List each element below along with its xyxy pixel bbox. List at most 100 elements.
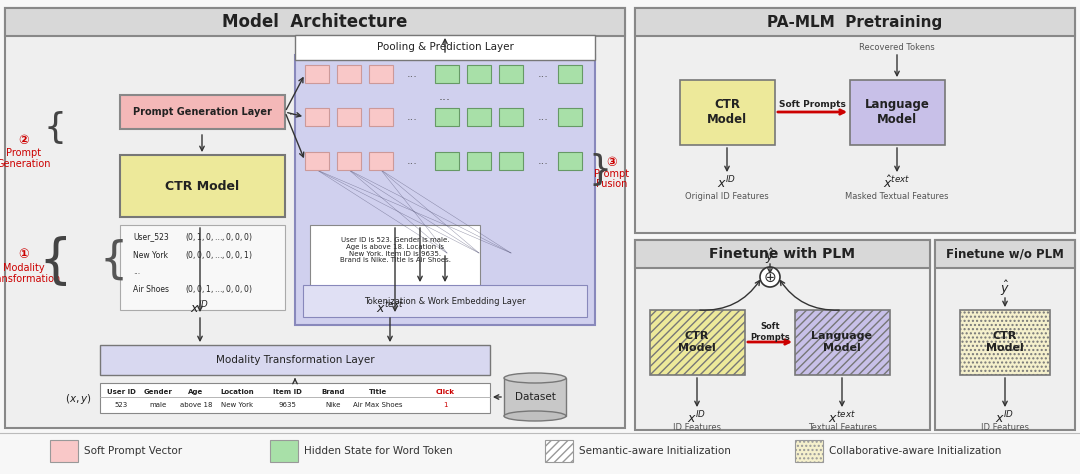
Bar bbox=[795, 310, 890, 375]
Bar bbox=[305, 65, 329, 83]
Text: {: { bbox=[38, 236, 71, 288]
Text: User ID is 523. Gender is male.
Age is above 18. Location is
New York. Item ID i: User ID is 523. Gender is male. Age is a… bbox=[339, 237, 450, 264]
Text: ...: ... bbox=[538, 156, 549, 166]
Bar bbox=[850, 80, 945, 145]
Text: $(x, y)$: $(x, y)$ bbox=[65, 392, 92, 406]
Text: }: } bbox=[589, 153, 611, 187]
Text: Item ID: Item ID bbox=[272, 389, 301, 395]
Text: CTR
Model: CTR Model bbox=[707, 98, 747, 126]
Bar bbox=[499, 108, 523, 126]
Text: ...: ... bbox=[406, 156, 418, 166]
Text: Soft Prompt Vector: Soft Prompt Vector bbox=[84, 446, 183, 456]
Text: ③: ③ bbox=[607, 155, 618, 168]
Text: $x^{ID}$: $x^{ID}$ bbox=[190, 300, 210, 316]
Circle shape bbox=[760, 267, 780, 287]
Bar bbox=[435, 108, 459, 126]
Bar bbox=[5, 8, 625, 36]
Text: ...: ... bbox=[288, 107, 299, 117]
Bar bbox=[935, 240, 1075, 268]
Text: $\hat{y}$: $\hat{y}$ bbox=[1000, 278, 1010, 298]
Text: Finetune w/o PLM: Finetune w/o PLM bbox=[946, 247, 1064, 261]
Bar bbox=[337, 152, 361, 170]
Text: Title: Title bbox=[369, 389, 387, 395]
Text: Dataset: Dataset bbox=[514, 392, 555, 402]
Text: ...: ... bbox=[438, 90, 451, 102]
Text: $\hat{y}$: $\hat{y}$ bbox=[765, 246, 775, 265]
Bar bbox=[435, 65, 459, 83]
Text: $\hat{x}^{text}$: $\hat{x}^{text}$ bbox=[883, 175, 910, 191]
Bar bbox=[270, 440, 298, 462]
Text: CTR Model: CTR Model bbox=[165, 180, 239, 192]
Text: {: { bbox=[99, 238, 129, 282]
Bar bbox=[120, 155, 285, 217]
Text: 523: 523 bbox=[114, 402, 127, 408]
Bar bbox=[545, 440, 573, 462]
Bar bbox=[100, 345, 490, 375]
Bar bbox=[435, 152, 459, 170]
Text: User_523: User_523 bbox=[133, 233, 168, 241]
Text: Masked Textual Features: Masked Textual Features bbox=[846, 191, 948, 201]
Ellipse shape bbox=[504, 373, 566, 383]
Text: Textual Features: Textual Features bbox=[808, 423, 877, 432]
Text: ...: ... bbox=[406, 112, 418, 122]
Text: $x^{ID}$: $x^{ID}$ bbox=[687, 410, 706, 426]
Bar bbox=[635, 8, 1075, 36]
Bar bbox=[5, 8, 625, 428]
Text: Gender: Gender bbox=[144, 389, 173, 395]
Text: Nike: Nike bbox=[325, 402, 340, 408]
Text: $(0, 1, 0, \ldots, 0, 0, 0)$: $(0, 1, 0, \ldots, 0, 0, 0)$ bbox=[185, 231, 253, 243]
Text: CTR
Model: CTR Model bbox=[678, 331, 716, 353]
Bar bbox=[960, 310, 1050, 375]
Text: Modality Transformation Layer: Modality Transformation Layer bbox=[216, 355, 375, 365]
Text: $x^{text}$: $x^{text}$ bbox=[828, 410, 856, 426]
Text: $(0, 0, 1, \ldots, 0, 0, 0)$: $(0, 0, 1, \ldots, 0, 0, 0)$ bbox=[185, 283, 253, 295]
Text: Air Max Shoes: Air Max Shoes bbox=[353, 402, 403, 408]
Text: above 18: above 18 bbox=[179, 402, 213, 408]
Bar bbox=[635, 240, 930, 430]
Bar bbox=[499, 65, 523, 83]
Text: 1: 1 bbox=[443, 402, 447, 408]
Text: Generation: Generation bbox=[0, 159, 51, 169]
Text: Prompt: Prompt bbox=[594, 169, 630, 179]
Ellipse shape bbox=[504, 411, 566, 421]
Bar bbox=[305, 152, 329, 170]
Bar bbox=[369, 152, 393, 170]
Bar bbox=[467, 65, 491, 83]
Bar bbox=[635, 240, 930, 268]
Bar bbox=[310, 225, 480, 310]
Text: ①: ① bbox=[18, 248, 29, 262]
Bar bbox=[650, 310, 745, 375]
Text: ...: ... bbox=[406, 69, 418, 79]
Text: $x^{ID}$: $x^{ID}$ bbox=[996, 410, 1014, 426]
Text: New York: New York bbox=[221, 402, 253, 408]
Text: User ID: User ID bbox=[107, 389, 135, 395]
Text: Soft Prompts: Soft Prompts bbox=[779, 100, 846, 109]
Bar bbox=[369, 65, 393, 83]
Text: Location: Location bbox=[220, 389, 254, 395]
Text: $(0, 0, 0, \ldots, 0, 0, 1)$: $(0, 0, 0, \ldots, 0, 0, 1)$ bbox=[185, 249, 253, 261]
Bar bbox=[295, 35, 595, 60]
Text: Click: Click bbox=[435, 389, 455, 395]
Bar bbox=[305, 108, 329, 126]
Text: ...: ... bbox=[538, 112, 549, 122]
Bar bbox=[295, 55, 595, 325]
Text: Prompt: Prompt bbox=[6, 148, 41, 158]
Bar bbox=[50, 440, 78, 462]
Text: 9635: 9635 bbox=[278, 402, 296, 408]
Text: ID Features: ID Features bbox=[981, 423, 1029, 432]
Bar bbox=[467, 152, 491, 170]
Text: ②: ② bbox=[18, 134, 29, 146]
Text: Transformation: Transformation bbox=[0, 274, 60, 284]
Text: Brand: Brand bbox=[321, 389, 345, 395]
Text: CTR
Model: CTR Model bbox=[986, 331, 1024, 353]
Bar bbox=[303, 285, 588, 317]
Text: $x^{text}$: $x^{text}$ bbox=[376, 300, 404, 316]
Bar bbox=[558, 152, 582, 170]
Text: Hidden State for Word Token: Hidden State for Word Token bbox=[303, 446, 453, 456]
Text: Air Shoes: Air Shoes bbox=[133, 284, 168, 293]
Text: Prompt Generation Layer: Prompt Generation Layer bbox=[133, 107, 271, 117]
Bar bbox=[337, 108, 361, 126]
Text: PA-MLM  Pretraining: PA-MLM Pretraining bbox=[768, 15, 943, 29]
Text: Language
Model: Language Model bbox=[865, 98, 930, 126]
Text: Recovered Tokens: Recovered Tokens bbox=[859, 43, 935, 52]
